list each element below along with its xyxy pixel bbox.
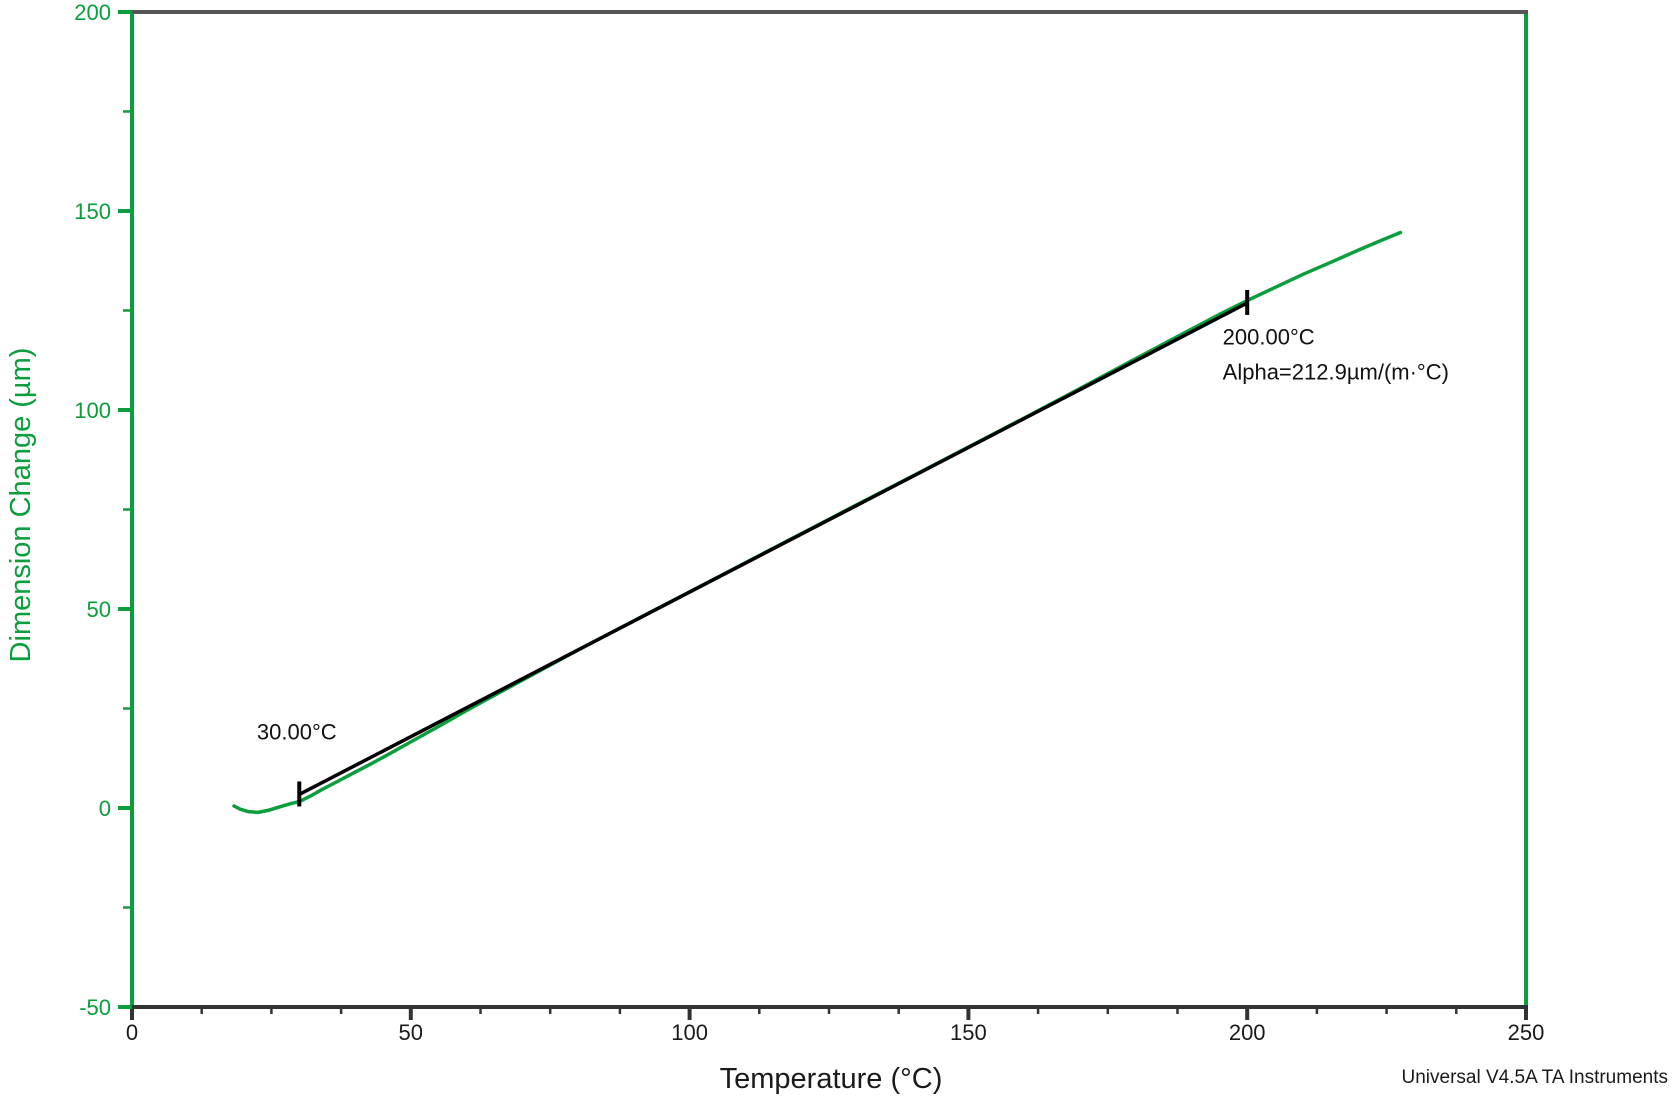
y-tick-label: -50 [79,995,111,1020]
x-axis-title: Temperature (°C) [720,1063,943,1095]
x-tick-label: 100 [671,1020,708,1045]
endpoint-label-line1: 200.00°C [1223,325,1315,350]
axis-ticks [118,10,1528,1020]
y-axis-title: Dimension Change (µm) [5,348,37,663]
x-tick-label: 200 [1229,1020,1266,1045]
endpoint-label-line2: Alpha=212.9µm/(m·°C) [1223,360,1449,385]
y-tick-label: 200 [74,0,111,25]
tangent-line [298,301,1249,797]
watermark-text: Universal V4.5A TA Instruments [1402,1067,1668,1088]
y-tick-label: 50 [87,597,111,622]
x-tick-label: 50 [399,1020,423,1045]
x-tick-label: 150 [950,1020,987,1045]
y-tick-label: 0 [99,796,111,821]
dimension-change-curve [232,230,1403,815]
x-tick-label: 250 [1508,1020,1545,1045]
axis-tick-labels: 0 50 100 150 200 250 -50 0 50 100 150 200 [74,0,1544,1045]
x-tick-label: 0 [126,1020,138,1045]
plot-frame [130,10,1528,1009]
y-tick-label: 100 [74,398,111,423]
tangent-layer [297,289,1250,807]
onset-label-line1: 30.00°C [257,720,337,745]
curve-layer [232,230,1403,815]
y-tick-label: 150 [74,199,111,224]
annotation-layer: 30.00°C 200.00°C Alpha=212.9µm/(m·°C) [257,325,1449,745]
